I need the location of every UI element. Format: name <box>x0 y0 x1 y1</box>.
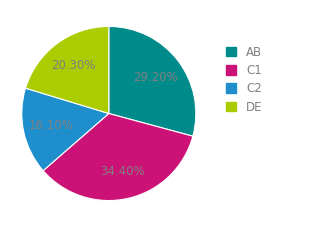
Text: 34.40%: 34.40% <box>100 165 144 178</box>
Text: 16.10%: 16.10% <box>28 119 73 132</box>
Wedge shape <box>26 27 109 114</box>
Text: 20.30%: 20.30% <box>51 59 96 72</box>
Wedge shape <box>109 27 196 136</box>
Wedge shape <box>22 88 109 171</box>
Wedge shape <box>43 114 193 200</box>
Legend: AB, C1, C2, DE: AB, C1, C2, DE <box>223 43 265 116</box>
Text: 29.20%: 29.20% <box>133 71 178 84</box>
